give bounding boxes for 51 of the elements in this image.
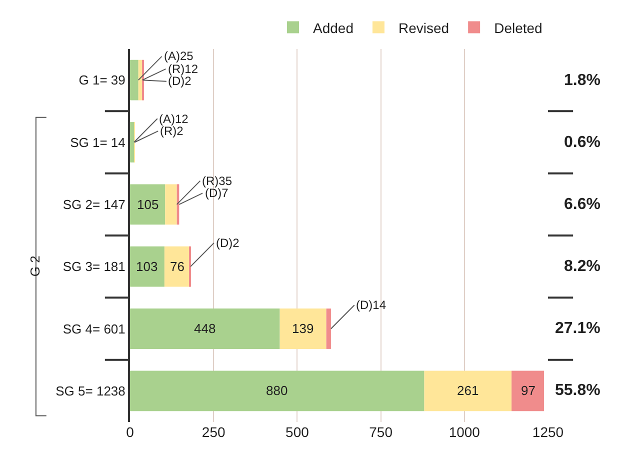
y-tick-label: SG 4= 601	[62, 321, 126, 336]
y-tick-label: SG 5= 1238	[56, 383, 126, 398]
data-label: 261	[457, 383, 479, 398]
data-label: 103	[136, 259, 158, 274]
data-label: (D)2	[216, 236, 240, 250]
x-tick-label: 1000	[448, 424, 480, 440]
data-label: 76	[170, 259, 184, 274]
x-tick-label: 1250	[532, 424, 564, 440]
data-label: (R)2	[160, 124, 184, 138]
text: 1.8%	[564, 72, 600, 89]
x-tick-label: 0	[126, 424, 134, 440]
legend-label: Revised	[398, 20, 450, 36]
data-label: 880	[266, 383, 288, 398]
bar	[130, 122, 134, 162]
data-label: (A)12	[159, 112, 189, 126]
data-label: 97	[521, 383, 536, 398]
y-tick-label: SG 3= 181	[62, 259, 126, 274]
bar	[130, 60, 138, 100]
legend-label: Added	[313, 20, 354, 36]
bar	[165, 184, 177, 225]
text: 27.1%	[555, 320, 600, 337]
bar	[424, 370, 512, 412]
bar	[164, 246, 190, 287]
data-label: 448	[194, 321, 216, 336]
data-label: 105	[137, 197, 159, 212]
data-label: (A)25	[164, 49, 194, 63]
text: 55.8%	[555, 382, 600, 399]
y-tick-label: SG 1= 14	[70, 134, 126, 150]
data-label: 139	[292, 321, 314, 336]
bar	[130, 184, 166, 225]
x-tick-label: 750	[369, 424, 393, 440]
y-tick-label: G 1= 39	[78, 72, 126, 88]
y-tick-label: SG 2= 147	[62, 196, 126, 212]
data-label: (R)35	[202, 174, 232, 188]
bar	[130, 308, 280, 349]
bar	[130, 370, 424, 412]
data-label: (D)2	[168, 74, 192, 88]
bar	[326, 308, 331, 349]
text: 6.6%	[564, 196, 600, 213]
legend-label: Deleted	[494, 20, 542, 36]
data-label: (D)14	[356, 298, 386, 312]
data-label: (D)7	[205, 186, 229, 200]
data-label: (R)12	[168, 62, 198, 76]
x-tick-label: 250	[202, 424, 226, 440]
x-tick-label: 500	[286, 424, 310, 440]
text: G 2	[27, 256, 42, 277]
text: 8.2%	[564, 258, 600, 275]
bar	[130, 246, 164, 287]
text: 0.6%	[564, 134, 600, 151]
bar	[512, 370, 544, 412]
bar	[280, 308, 326, 349]
